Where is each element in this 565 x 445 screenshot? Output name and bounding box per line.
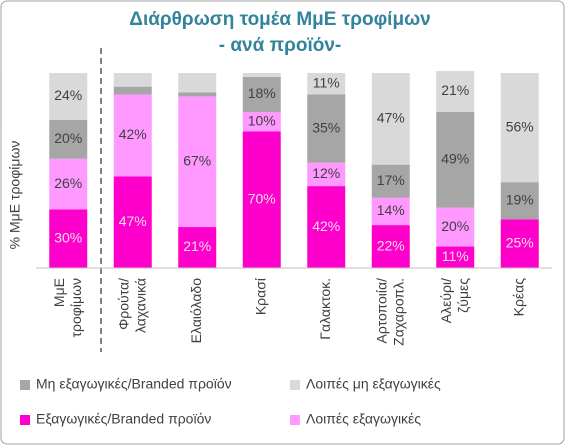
data-label: 21%	[441, 82, 469, 98]
legend-swatch	[290, 415, 300, 425]
data-label: 22%	[377, 237, 405, 253]
legend-label: Εξαγωγικές/Branded προϊόν	[36, 411, 211, 427]
x-tick-label: Κρέας	[510, 278, 526, 317]
data-label: 56%	[506, 118, 534, 134]
data-label: 18%	[248, 85, 276, 101]
bar-segment	[371, 73, 410, 165]
bar-segment	[49, 73, 88, 120]
bar-segment	[500, 182, 539, 220]
x-tick-label: Κρασί	[252, 278, 268, 315]
bar-segment	[113, 73, 152, 87]
x-tick-label: Γαλακτοκ.	[317, 278, 333, 340]
data-label: 14%	[377, 202, 405, 218]
legend-label: Λοιπές εξαγωγικές	[306, 411, 421, 427]
data-label: 21%	[183, 238, 211, 254]
x-tick-label: Φρούτα/λαχανικά	[115, 278, 148, 333]
bar-segment	[178, 227, 217, 268]
data-label: 42%	[119, 126, 147, 142]
legend-swatch	[20, 380, 30, 390]
data-label: 26%	[54, 175, 82, 191]
data-label: 49%	[441, 150, 469, 166]
bar-segment	[371, 164, 410, 198]
x-tick-label: Αλεύρι/ζύμες	[437, 278, 470, 323]
bar-segment	[371, 197, 410, 226]
chart-subtitle: - ανά προϊόν-	[219, 35, 342, 56]
bar-segment	[436, 71, 475, 112]
x-tick-label: Αρτοποιία/Ζαχαροπλ.	[373, 278, 406, 346]
bar-segment	[49, 209, 88, 268]
bar-segment	[242, 76, 281, 112]
data-label: 10%	[248, 112, 276, 128]
data-label: 19%	[506, 191, 534, 207]
bar-segment	[113, 176, 152, 268]
data-label: 20%	[441, 218, 469, 234]
data-label: 70%	[248, 190, 276, 206]
data-label: 25%	[506, 234, 534, 250]
bar-segment	[242, 73, 281, 77]
bar-segment	[49, 158, 88, 210]
x-tick-label: Ελαιόλαδο	[188, 278, 204, 344]
data-label: 12%	[312, 165, 340, 181]
bar-segment	[178, 92, 217, 97]
bar-segment	[371, 225, 410, 268]
data-label: 42%	[312, 218, 340, 234]
chart-title: Διάρθρωση τομέα ΜμΕ τροφίμων	[129, 9, 430, 30]
bar-segment	[307, 73, 346, 95]
legend-label: Λοιπές μη εξαγωγικές	[306, 376, 441, 392]
data-label: 30%	[54, 229, 82, 245]
bar-segment	[242, 112, 281, 132]
legend-swatch	[290, 380, 300, 390]
data-label: 11%	[313, 74, 340, 90]
data-label: 47%	[377, 110, 405, 126]
legend-label: Μη εξαγωγικές/Branded προϊόν	[36, 376, 232, 392]
bar-segment	[113, 86, 152, 95]
bar-segment	[307, 186, 346, 268]
data-label: 20%	[54, 130, 82, 146]
data-label: 24%	[54, 87, 82, 103]
bar-segment	[500, 73, 539, 183]
bar-segment	[500, 219, 539, 268]
data-label: 17%	[377, 172, 405, 188]
bar-segment	[113, 94, 152, 177]
bar-segment	[49, 119, 88, 159]
bar-segment	[436, 112, 475, 208]
x-tick-label: ΜμΕτροφίμων	[50, 278, 83, 337]
legend-swatch	[20, 415, 30, 425]
bar-segment	[436, 246, 475, 268]
bar-segment	[307, 162, 346, 187]
y-axis-label: % ΜμΕ τροφίμων	[7, 141, 23, 250]
data-label: 35%	[312, 119, 340, 135]
data-label: 11%	[442, 248, 469, 264]
bar-segment	[178, 96, 217, 228]
bar-segment	[242, 131, 281, 268]
bar-segment	[436, 207, 475, 247]
bar-segment	[307, 94, 346, 163]
data-label: 67%	[183, 152, 211, 168]
bar-segment	[178, 73, 217, 93]
data-label: 47%	[119, 213, 147, 229]
